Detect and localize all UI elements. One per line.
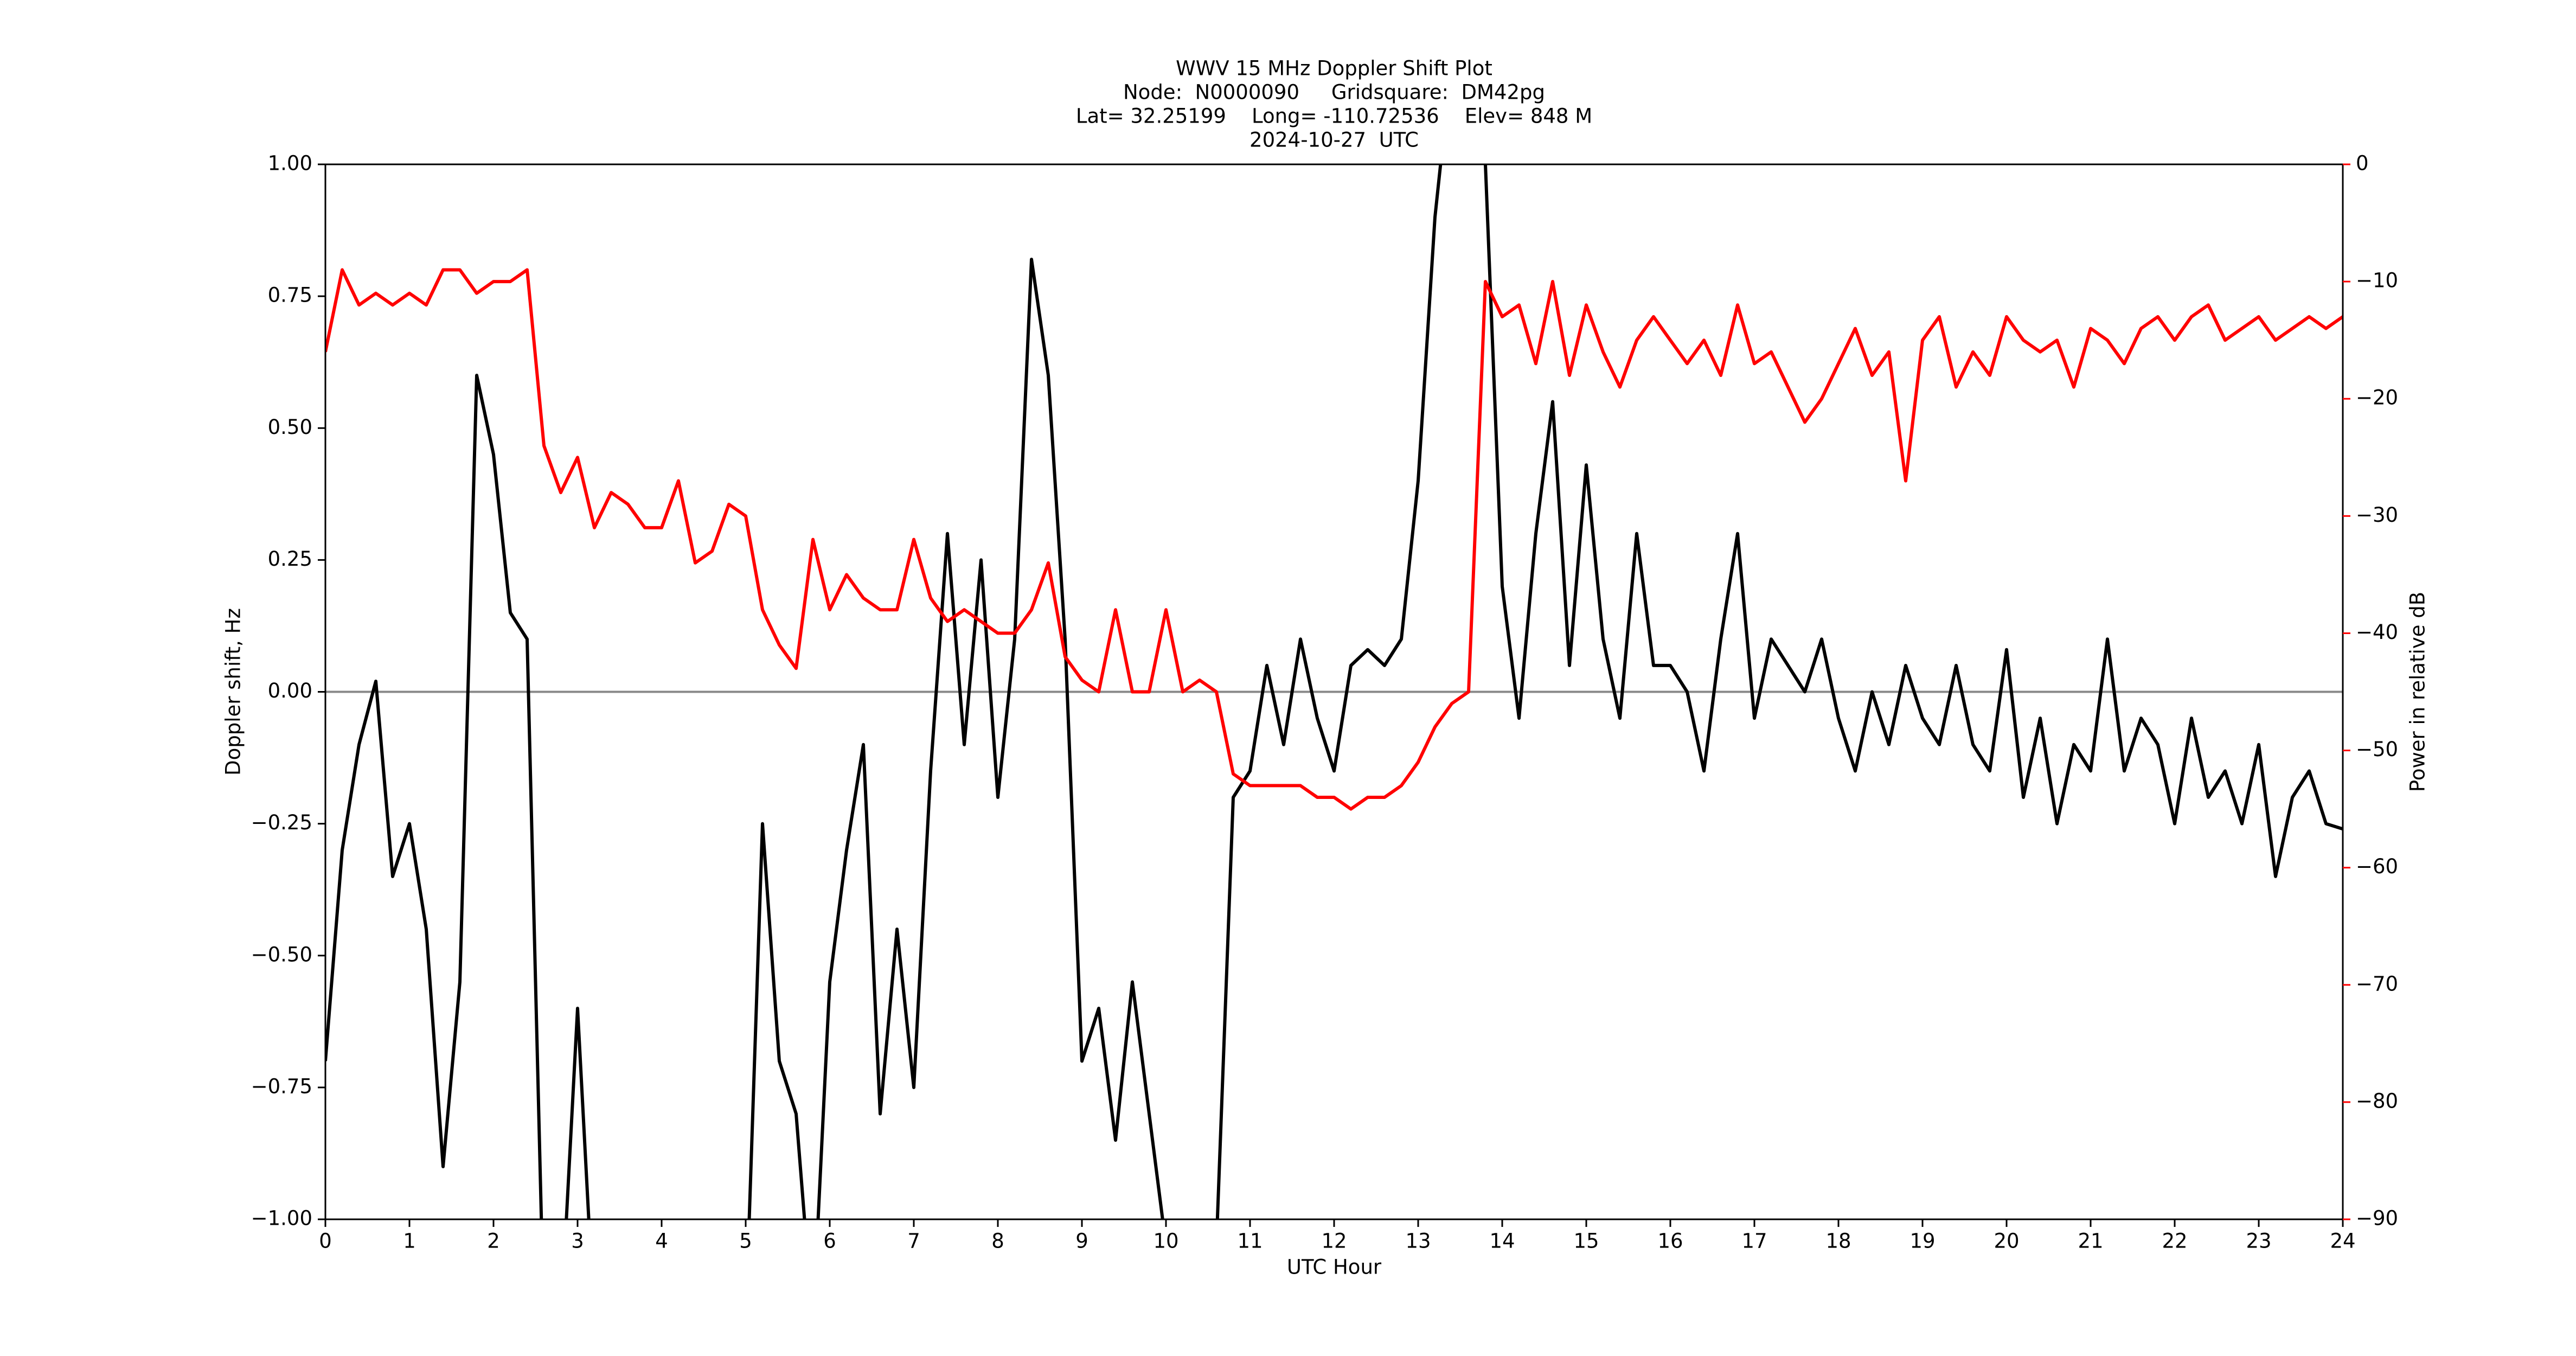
y-tick-label: 0.75 <box>268 284 312 307</box>
y2-axis-label: Power in relative dB <box>2406 592 2430 792</box>
y-tick-label: 0.25 <box>268 547 312 571</box>
plot-area <box>325 164 2343 1219</box>
y-tick-label: −1.00 <box>251 1207 312 1230</box>
x-tick-label: 21 <box>2078 1230 2103 1253</box>
y-tick-label: −0.50 <box>251 943 312 966</box>
chart-title: Lat= 32.25199 Long= -110.72536 Elev= 848… <box>1076 105 1592 128</box>
chart-title: Node: N0000090 Gridsquare: DM42pg <box>1123 81 1545 104</box>
chart-title: 2024-10-27 UTC <box>1249 129 1419 152</box>
x-tick-label: 3 <box>571 1230 584 1253</box>
y2-tick-label: −20 <box>2356 386 2398 410</box>
x-tick-label: 10 <box>1153 1230 1178 1253</box>
x-tick-label: 24 <box>2330 1230 2355 1253</box>
series-line <box>325 164 2343 1219</box>
x-tick-label: 16 <box>1657 1230 1683 1253</box>
x-tick-label: 4 <box>655 1230 668 1253</box>
x-tick-label: 8 <box>991 1230 1004 1253</box>
y2-tick-label: −10 <box>2356 269 2398 292</box>
series-line <box>325 268 2343 811</box>
y2-tick-label: −30 <box>2356 503 2398 527</box>
x-tick-label: 7 <box>907 1230 920 1253</box>
y-tick-label: 0.50 <box>268 415 312 439</box>
y-tick-label: 0.00 <box>268 679 312 702</box>
x-tick-label: 0 <box>319 1230 332 1253</box>
x-tick-label: 12 <box>1321 1230 1347 1253</box>
x-tick-label: 18 <box>1825 1230 1851 1253</box>
y-axis-label: Doppler shift, Hz <box>222 608 245 776</box>
y2-tick-label: −90 <box>2356 1207 2398 1230</box>
x-tick-label: 20 <box>1994 1230 2019 1253</box>
x-tick-label: 17 <box>1741 1230 1767 1253</box>
x-axis-label: UTC Hour <box>1287 1256 1382 1279</box>
y2-tick-label: −50 <box>2356 738 2398 761</box>
x-tick-label: 13 <box>1405 1230 1431 1253</box>
y2-tick-label: −70 <box>2356 972 2398 995</box>
x-tick-label: 6 <box>823 1230 836 1253</box>
x-tick-label: 9 <box>1075 1230 1088 1253</box>
x-tick-label: 5 <box>739 1230 752 1253</box>
y2-tick-label: −40 <box>2356 621 2398 644</box>
chart-title: WWV 15 MHz Doppler Shift Plot <box>1176 57 1492 80</box>
y-tick-label: −0.75 <box>251 1074 312 1098</box>
x-tick-label: 2 <box>487 1230 500 1253</box>
x-tick-label: 19 <box>1909 1230 1935 1253</box>
x-tick-label: 15 <box>1573 1230 1599 1253</box>
y2-tick-label: 0 <box>2356 152 2369 175</box>
y-tick-label: 1.00 <box>268 152 312 175</box>
x-tick-label: 1 <box>403 1230 416 1253</box>
y2-tick-label: −60 <box>2356 855 2398 878</box>
y2-tick-label: −80 <box>2356 1089 2398 1112</box>
x-tick-label: 14 <box>1489 1230 1515 1253</box>
x-tick-label: 11 <box>1237 1230 1263 1253</box>
y-tick-label: −0.25 <box>251 811 312 834</box>
x-tick-label: 23 <box>2246 1230 2271 1253</box>
x-tick-label: 22 <box>2162 1230 2187 1253</box>
